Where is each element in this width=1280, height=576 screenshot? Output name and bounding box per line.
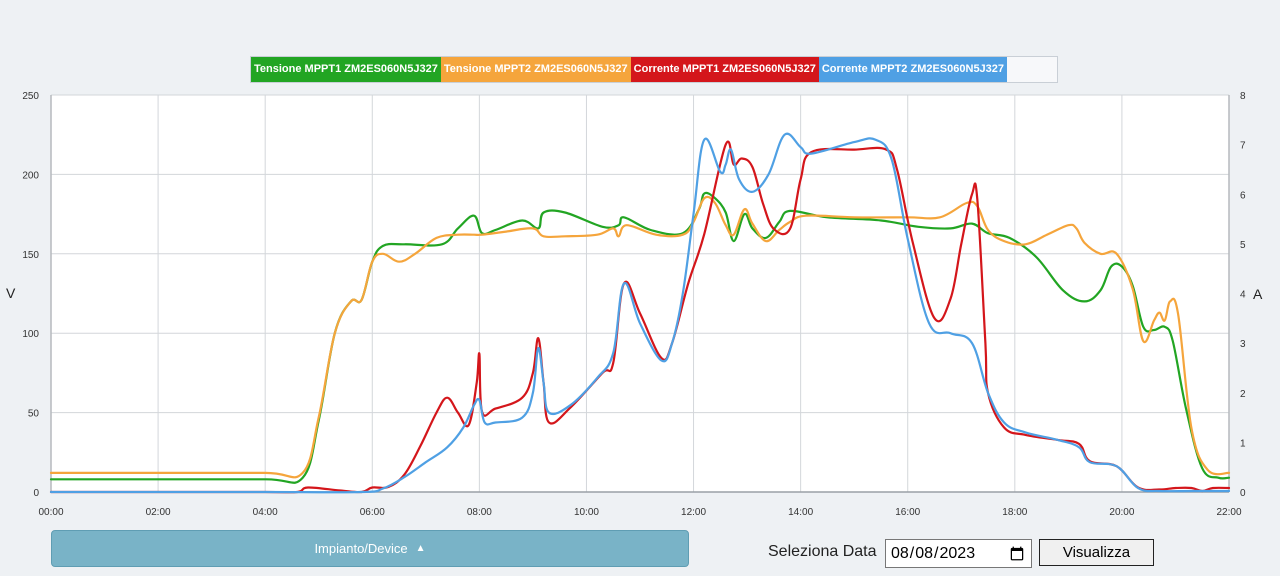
y-right-tick-label: 4: [1240, 290, 1246, 301]
y-left-tick-label: 50: [28, 409, 40, 420]
x-tick-label: 16:00: [895, 507, 920, 518]
x-tick-label: 18:00: [1002, 507, 1027, 518]
y-right-tick-label: 1: [1240, 438, 1246, 449]
x-tick-label: 00:00: [38, 507, 63, 518]
y-left-axis-title: V: [6, 285, 16, 301]
x-tick-label: 02:00: [146, 507, 171, 518]
y-right-tick-label: 7: [1240, 141, 1246, 152]
y-left-tick-label: 200: [22, 170, 39, 181]
x-tick-label: 04:00: [253, 507, 278, 518]
legend-item[interactable]: Corrente MPPT2 ZM2ES060N5J327: [818, 57, 1008, 82]
y-right-axis-title: A: [1253, 286, 1263, 302]
device-button-label: Impianto/Device: [314, 541, 408, 556]
legend-item[interactable]: Tensione MPPT2 ZM2ES060N5J327: [440, 57, 631, 82]
y-right-tick-label: 8: [1240, 91, 1246, 102]
x-tick-label: 12:00: [681, 507, 706, 518]
y-right-tick-label: 5: [1240, 240, 1246, 251]
x-tick-label: 20:00: [1109, 507, 1134, 518]
y-left-tick-label: 100: [22, 329, 39, 340]
legend-item[interactable]: Corrente MPPT1 ZM2ES060N5J327: [630, 57, 819, 82]
line-chart: 00:00 02:00 04:00 06:00 08:00 10:00 12:00 14:00…: [6, 91, 1263, 518]
series-line: [49, 140, 1231, 494]
y-left-tick-label: 0: [33, 488, 39, 499]
series-line: [49, 191, 1231, 484]
y-right-tick-label: 2: [1240, 389, 1246, 400]
legend-item[interactable]: Tensione MPPT1 ZM2ES060N5J327: [251, 57, 441, 82]
y-left-tick-label: 250: [22, 91, 39, 102]
view-button[interactable]: Visualizza: [1039, 539, 1154, 566]
y-left-tick-label: 150: [22, 250, 39, 261]
date-input[interactable]: [885, 539, 1032, 568]
legend-empty-slot: [1007, 57, 1058, 82]
chart-legend: Tensione MPPT1 ZM2ES060N5J327 Tensione M…: [250, 56, 1059, 83]
y-right-tick-label: 6: [1240, 190, 1246, 201]
device-dropdown-button[interactable]: Impianto/Device ▲: [51, 530, 689, 567]
x-tick-label: 06:00: [360, 507, 385, 518]
date-label: Seleziona Data: [768, 543, 877, 560]
series-line: [49, 195, 1231, 479]
x-tick-label: 08:00: [467, 507, 492, 518]
caret-up-icon: ▲: [415, 543, 426, 554]
x-tick-label: 22:00: [1216, 507, 1241, 518]
x-tick-label: 10:00: [574, 507, 599, 518]
series-line: [49, 132, 1231, 494]
y-right-tick-label: 0: [1240, 488, 1246, 499]
plot-area: [51, 95, 1229, 492]
x-tick-label: 14:00: [788, 507, 813, 518]
y-right-tick-label: 3: [1240, 339, 1246, 350]
